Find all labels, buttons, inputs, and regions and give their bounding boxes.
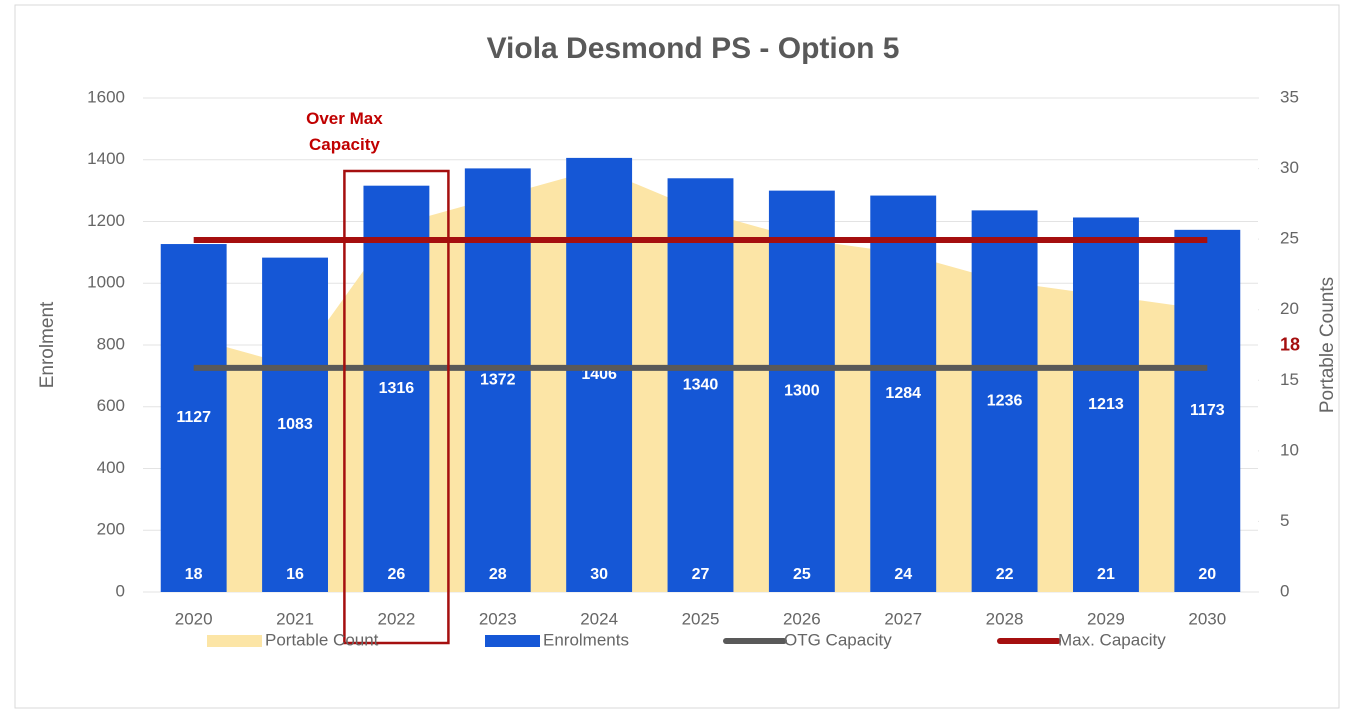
area-value-label: 16 [286,566,304,583]
bar-value-label: 1340 [683,376,719,393]
legend-label: Max. Capacity [1058,630,1166,649]
area-value-label: 27 [692,566,710,583]
x-tick-label: 2023 [479,609,517,628]
legend-label: Portable Count [265,630,379,649]
bar-value-label: 1083 [277,416,313,433]
y2-tick-label: 30 [1280,158,1299,177]
bar [566,157,633,592]
legend-swatch [207,635,262,647]
area-value-label: 30 [590,566,608,583]
annotation-box [343,169,450,645]
bar-value-label: 1284 [885,385,921,402]
x-tick-label: 2021 [276,609,314,628]
bar [262,257,328,592]
legend-label: OTG Capacity [784,630,892,649]
annotation-text: 18 [1280,335,1300,355]
y2-tick-label: 5 [1280,511,1289,530]
area-value-label: 20 [1198,566,1216,583]
x-tick-label: 2030 [1188,609,1226,628]
bar [1073,217,1139,592]
bar [971,210,1038,592]
area-value-label: 21 [1097,566,1115,583]
bar [363,185,430,592]
y-axis-title: Enrolment [37,301,58,388]
y2-tick-label: 35 [1280,87,1299,106]
x-tick-label: 2028 [986,609,1024,628]
y2-tick-label: 0 [1280,581,1289,600]
bar-value-label: 1127 [176,409,211,426]
area-value-label: 25 [793,566,811,583]
annotation-text: Over Max Capacity [306,109,383,154]
y-tick-label: 400 [97,458,125,477]
y2-axis-title: Portable Counts [1317,277,1338,413]
y-tick-label: 1600 [87,87,125,106]
bar-value-label: 1316 [379,380,415,397]
x-tick-label: 2029 [1087,609,1125,628]
x-tick-label: 2025 [682,609,720,628]
bar-value-label: 1213 [1088,396,1124,413]
x-tick-label: 2024 [580,609,618,628]
area-value-label: 24 [894,566,912,583]
y2-tick-label: 25 [1280,229,1299,248]
bar-value-label: 1236 [987,392,1023,409]
bar-value-label: 1173 [1190,402,1225,419]
bar [768,190,835,592]
y-tick-label: 800 [97,334,125,353]
y2-tick-label: 20 [1280,299,1299,318]
bar-value-label: 1300 [784,383,820,400]
bar [1174,229,1241,592]
y-tick-label: 200 [97,520,125,539]
x-tick-label: 2027 [884,609,922,628]
bar-value-label: 1372 [480,371,516,388]
y-tick-label: 1400 [87,149,125,168]
y2-tick-label: 15 [1280,370,1299,389]
legend-swatch [485,635,540,647]
y-tick-label: 0 [116,581,125,600]
legend-label: Enrolments [543,630,629,649]
x-tick-label: 2022 [377,609,415,628]
y-tick-label: 1200 [87,211,125,230]
x-tick-label: 2020 [175,609,213,628]
area-value-label: 26 [388,566,406,583]
area-value-label: 22 [996,566,1014,583]
y-tick-label: 1000 [87,273,125,292]
bar [667,178,734,592]
area-value-label: 28 [489,566,507,583]
bar [870,195,937,592]
area-value-label: 18 [185,566,203,583]
bar [160,244,227,592]
x-tick-label: 2026 [783,609,821,628]
y-tick-label: 600 [97,396,125,415]
y2-tick-label: 10 [1280,440,1299,459]
chart-title: Viola Desmond PS - Option 5 [487,32,900,65]
